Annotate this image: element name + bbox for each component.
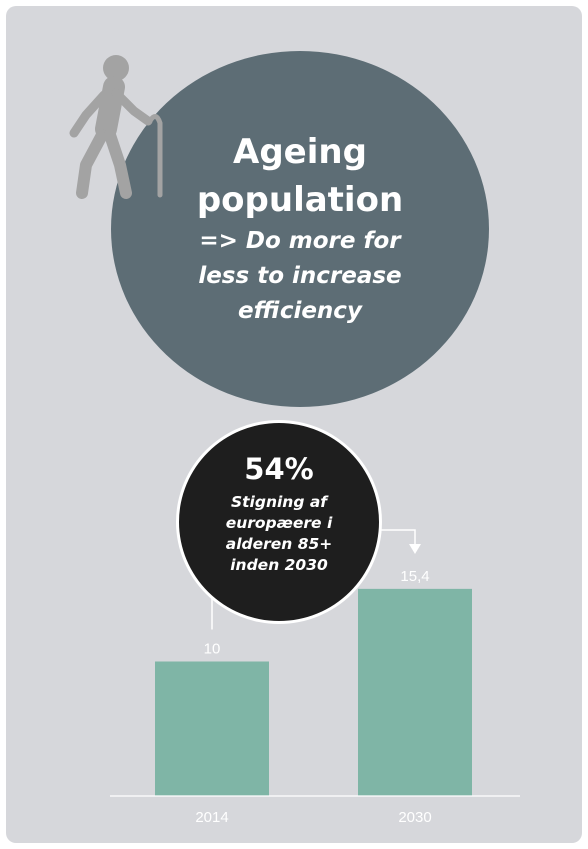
headline-title-line-1: Ageing bbox=[233, 132, 367, 172]
connector-arrow-head bbox=[409, 544, 421, 554]
data-label-2014: 10 bbox=[204, 641, 221, 658]
bar-2014 bbox=[155, 661, 269, 796]
category-label-2030: 2030 bbox=[398, 809, 431, 826]
headline-text: Ageing population => Do more for less to… bbox=[175, 128, 425, 329]
headline-subtitle-line-2: less to increase bbox=[198, 263, 402, 289]
callout-line-2: europæere i bbox=[225, 514, 333, 532]
callout-line-1: Stigning af bbox=[230, 493, 328, 511]
headline-circle bbox=[111, 51, 489, 407]
callout-value: 54% bbox=[244, 452, 314, 486]
headline-subtitle-line-1: => Do more for bbox=[199, 228, 401, 254]
data-label-2030: 15,4 bbox=[400, 568, 429, 585]
callout-text: 54% Stigning af europæere i alderen 85+ … bbox=[194, 449, 364, 576]
headline-title-line-2: population bbox=[196, 180, 404, 220]
callout-circle bbox=[176, 420, 382, 624]
bar-2030 bbox=[358, 588, 472, 796]
callout-line-4: inden 2030 bbox=[230, 556, 328, 574]
callout-line-3: alderen 85+ bbox=[225, 535, 333, 553]
headline-subtitle-line-3: efficiency bbox=[238, 298, 362, 324]
elderly-person-icon bbox=[69, 55, 163, 199]
category-label-2014: 2014 bbox=[195, 809, 228, 826]
